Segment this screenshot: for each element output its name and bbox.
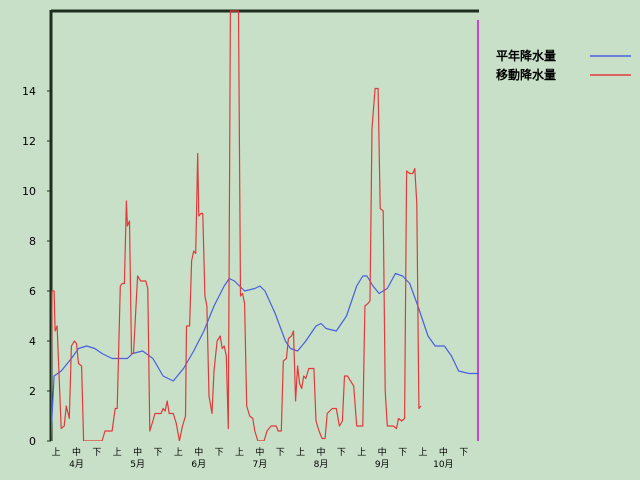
- x-period-label: 下: [92, 448, 101, 458]
- x-period-label: 中: [378, 446, 387, 458]
- x-period-label: 上: [357, 447, 366, 458]
- x-month-label: 4月: [69, 459, 84, 470]
- x-period-label: 上: [418, 447, 427, 458]
- x-period-label: 下: [215, 448, 224, 458]
- legend-label: 移動降水量: [496, 67, 556, 82]
- series-line-moving: [51, 10, 422, 441]
- x-month-label: 6月: [191, 459, 206, 470]
- y-tick-label: 14: [22, 85, 36, 98]
- x-period-label: 中: [72, 446, 81, 458]
- x-month-label: 9月: [375, 459, 390, 470]
- y-tick-label: 4: [29, 335, 36, 348]
- x-period-label: 中: [133, 446, 142, 458]
- series-lines: [51, 10, 479, 441]
- x-month-label: 8月: [314, 459, 329, 470]
- y-axis-ticks: 0 2 4 6 8 10 12 14: [22, 85, 51, 448]
- x-period-label: 上: [235, 447, 244, 458]
- y-tick-label: 12: [22, 135, 36, 148]
- x-period-label: 下: [276, 448, 285, 458]
- x-period-label: 上: [296, 447, 305, 458]
- x-month-label: 5月: [130, 459, 145, 470]
- x-period-label: 上: [174, 447, 183, 458]
- x-axis-ticks: 上中下上中下上中下上中下上中下上中下上中下4月 5月 6月 7月 8月 9月 10月: [52, 446, 469, 470]
- x-period-label: 中: [194, 446, 203, 458]
- y-tick-label: 0: [29, 435, 36, 448]
- x-period-label: 下: [153, 448, 162, 458]
- legend-label: 平年降水量: [496, 48, 556, 63]
- x-period-label: 中: [317, 446, 326, 458]
- y-tick-label: 6: [29, 285, 36, 298]
- y-tick-label: 8: [29, 235, 36, 248]
- x-month-label: 10月: [433, 459, 453, 470]
- x-period-label: 中: [439, 446, 448, 458]
- y-tick-label: 10: [22, 185, 36, 198]
- x-period-label: 下: [398, 448, 407, 458]
- plot-background: [51, 10, 479, 441]
- x-period-label: 上: [52, 447, 61, 458]
- x-month-label: 7月: [253, 459, 268, 470]
- x-period-label: 中: [255, 446, 264, 458]
- plot-area: [51, 10, 479, 441]
- y-tick-label: 2: [29, 385, 36, 398]
- x-period-label: 上: [113, 447, 122, 458]
- series-line-normal: [51, 272, 479, 437]
- x-period-label: 下: [337, 448, 346, 458]
- x-period-label: 下: [459, 448, 468, 458]
